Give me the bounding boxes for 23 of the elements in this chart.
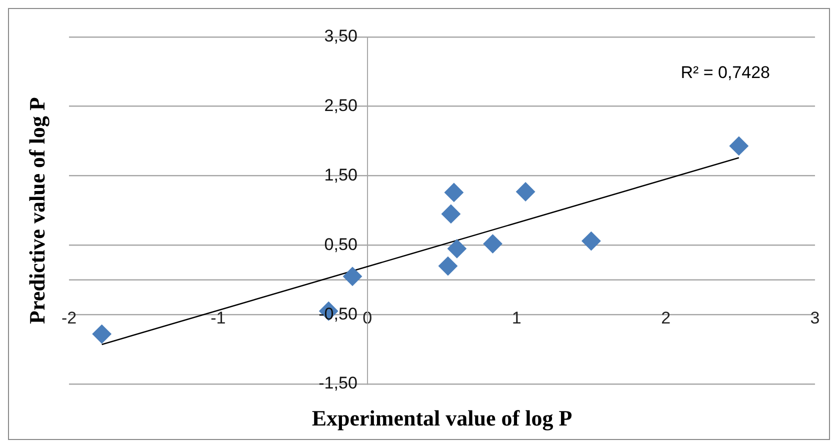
- point: [582, 232, 601, 251]
- y-tick-label: -1,50: [318, 374, 358, 393]
- y-axis-title: Predictive value of log P: [24, 97, 50, 324]
- x-tick-label: -1: [210, 308, 226, 328]
- x-tick-label: 3: [810, 308, 820, 328]
- point: [444, 182, 464, 202]
- x-tick-label: 1: [512, 308, 522, 328]
- point: [441, 204, 460, 224]
- point: [438, 256, 458, 276]
- x-axis-title: Experimental value of log P: [312, 406, 572, 431]
- y-tick-label: 1,50: [324, 165, 358, 184]
- point: [729, 136, 748, 156]
- point: [447, 239, 466, 258]
- y-tick-label: 0,50: [324, 234, 358, 254]
- y-tick-label: 2,50: [324, 96, 358, 116]
- point: [516, 182, 536, 202]
- annotation: R² = 0,7428: [680, 63, 770, 82]
- y-tick-label: 3,50: [324, 26, 358, 46]
- point: [483, 234, 502, 254]
- point: [342, 266, 362, 286]
- x-tick-label: 2: [661, 308, 671, 328]
- x-tick-label: -2: [61, 308, 77, 328]
- point: [92, 324, 112, 344]
